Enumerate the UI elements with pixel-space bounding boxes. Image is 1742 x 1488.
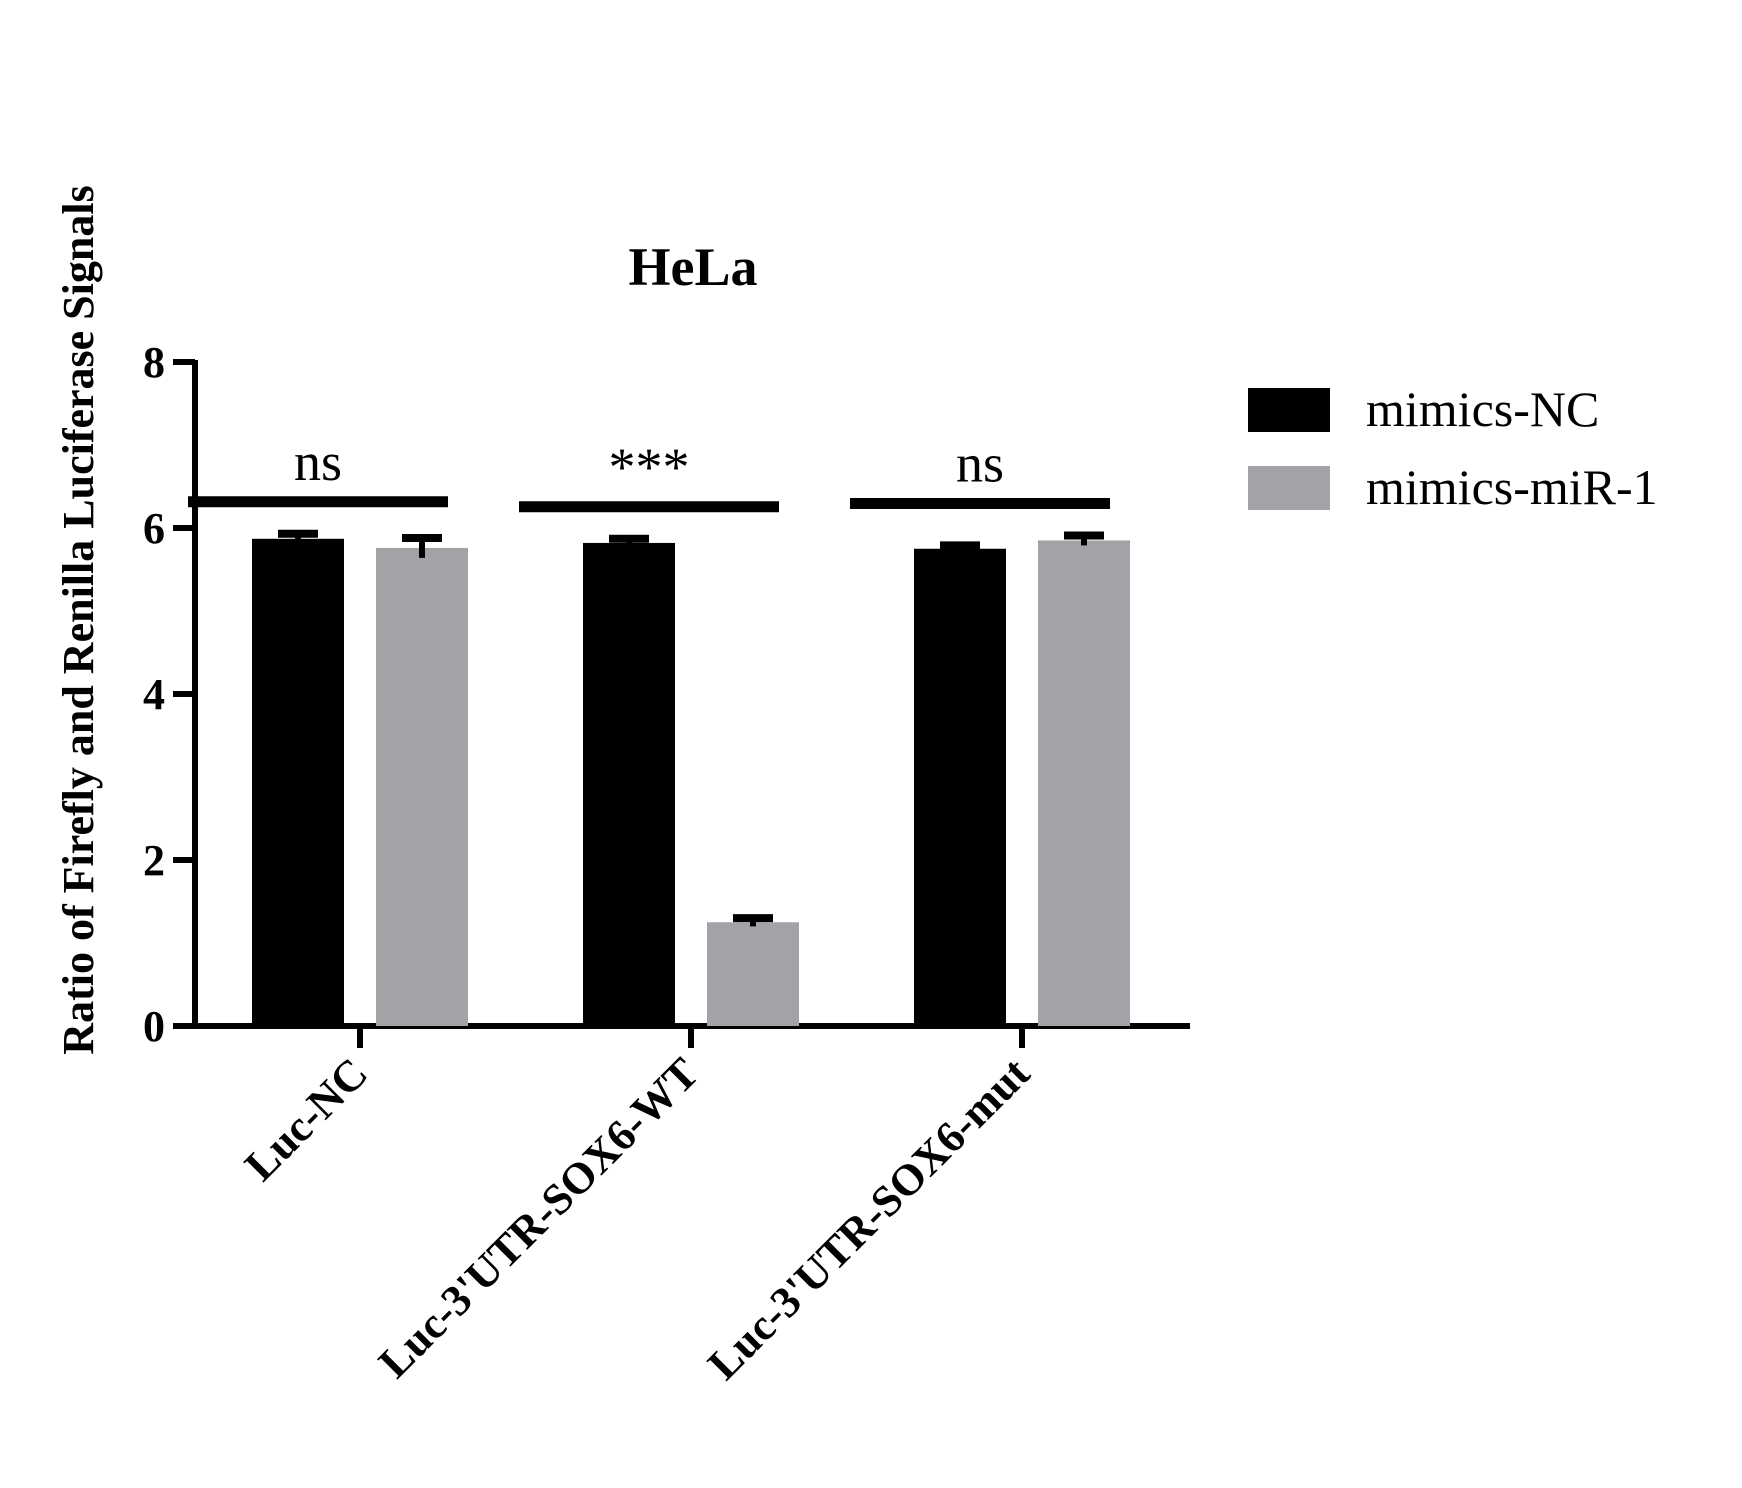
bar-mimics-mir-1 bbox=[1038, 540, 1130, 1026]
legend-swatch bbox=[1248, 388, 1330, 432]
y-axis-label: Ratio of Firefly and Renilla Luciferase … bbox=[54, 185, 103, 1054]
error-bars bbox=[278, 529, 1104, 927]
significance-markers: ns *** ns bbox=[188, 432, 1110, 513]
significance-label: ns bbox=[294, 432, 342, 492]
bar-mimics-nc bbox=[583, 542, 675, 1026]
x-tick-label: Luc-NC bbox=[235, 1048, 377, 1190]
y-tick-label: 0 bbox=[143, 1002, 165, 1051]
x-tick-labels: Luc-NCLuc-3'UTR-SOX6-WTLuc-3'UTR-SOX6-mu… bbox=[235, 1026, 1039, 1389]
chart-title: HeLa bbox=[629, 237, 758, 297]
y-tick-label: 8 bbox=[143, 338, 165, 387]
bar-mimics-nc bbox=[914, 548, 1006, 1026]
x-tick-label: Luc-3'UTR-SOX6-WT bbox=[369, 1048, 708, 1387]
significance-label: *** bbox=[609, 437, 690, 497]
y-ticks: 0 2 4 6 8 bbox=[143, 338, 195, 1051]
y-tick-label: 2 bbox=[143, 836, 165, 885]
bars bbox=[252, 538, 1130, 1026]
y-tick-label: 6 bbox=[143, 504, 165, 553]
legend-label: mimics-miR-1 bbox=[1366, 459, 1658, 515]
bar-mimics-mir-1 bbox=[376, 547, 468, 1026]
y-tick-label: 4 bbox=[143, 670, 165, 719]
legend: mimics-NC mimics-miR-1 bbox=[1248, 381, 1658, 515]
significance-label: ns bbox=[956, 433, 1004, 493]
bar-mimics-mir-1 bbox=[707, 922, 799, 1026]
legend-swatch bbox=[1248, 466, 1330, 510]
bar-mimics-nc bbox=[252, 538, 344, 1026]
x-tick-label: Luc-3'UTR-SOX6-mut bbox=[698, 1048, 1039, 1389]
legend-label: mimics-NC bbox=[1366, 381, 1599, 437]
